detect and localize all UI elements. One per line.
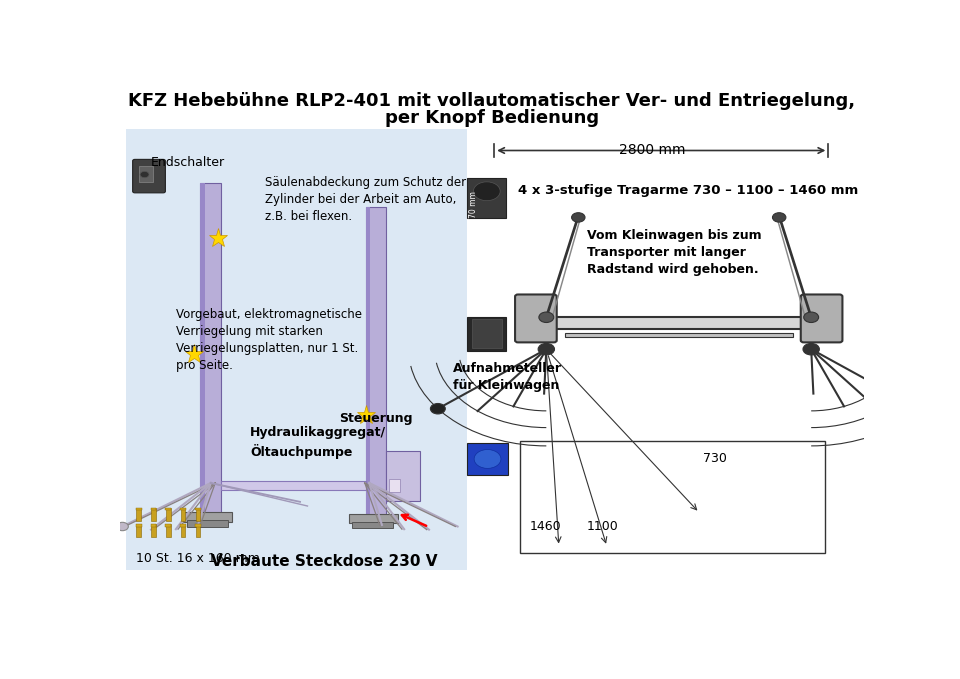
- Bar: [165, 524, 171, 527]
- Bar: [201, 183, 204, 515]
- Bar: [151, 508, 156, 510]
- Bar: [196, 508, 201, 521]
- Bar: [136, 524, 141, 537]
- Circle shape: [804, 312, 819, 323]
- Circle shape: [430, 403, 445, 414]
- Circle shape: [474, 449, 501, 469]
- Bar: [468, 178, 506, 219]
- FancyBboxPatch shape: [132, 160, 165, 193]
- Bar: [196, 524, 201, 537]
- Text: 4 x 3-stufige Tragarme 730 – 1100 – 1460 mm: 4 x 3-stufige Tragarme 730 – 1100 – 1460…: [518, 184, 858, 197]
- Bar: [468, 316, 506, 351]
- Bar: [166, 508, 171, 521]
- Text: Endschalter: Endschalter: [152, 156, 226, 169]
- Text: per Knopf Bedienung: per Knopf Bedienung: [385, 109, 599, 127]
- Circle shape: [473, 182, 500, 201]
- Bar: [472, 319, 502, 348]
- Bar: [195, 524, 201, 527]
- Circle shape: [539, 312, 554, 323]
- Bar: [389, 479, 399, 492]
- Bar: [180, 508, 186, 510]
- Bar: [201, 183, 221, 515]
- Bar: [135, 508, 141, 510]
- Bar: [366, 207, 386, 515]
- Text: 10 St. 16 x 160 mm: 10 St. 16 x 160 mm: [136, 552, 260, 565]
- Text: 1100: 1100: [587, 520, 618, 534]
- FancyBboxPatch shape: [516, 295, 557, 342]
- Bar: [139, 166, 153, 182]
- Bar: [165, 508, 171, 510]
- Bar: [221, 481, 367, 490]
- Bar: [520, 441, 826, 553]
- Text: KFZ Hebebühne RLP2-401 mit vollautomatischer Ver- und Entriegelung,: KFZ Hebebühne RLP2-401 mit vollautomatis…: [129, 92, 855, 111]
- Bar: [181, 524, 185, 537]
- Bar: [349, 514, 397, 524]
- Bar: [352, 521, 393, 528]
- Text: Steuerung: Steuerung: [340, 412, 413, 425]
- Bar: [366, 207, 370, 515]
- FancyBboxPatch shape: [801, 295, 843, 342]
- Bar: [187, 520, 228, 527]
- Bar: [468, 443, 509, 475]
- Text: 1460: 1460: [530, 520, 562, 534]
- Bar: [386, 451, 420, 501]
- Text: Verbaute Steckdose 230 V: Verbaute Steckdose 230 V: [211, 554, 438, 569]
- Bar: [180, 524, 186, 527]
- Bar: [126, 128, 467, 570]
- Bar: [546, 317, 811, 329]
- Circle shape: [912, 403, 927, 414]
- Bar: [152, 508, 156, 521]
- Bar: [183, 512, 231, 521]
- Bar: [151, 524, 156, 527]
- Bar: [136, 508, 141, 521]
- Circle shape: [571, 213, 585, 222]
- Bar: [152, 524, 156, 537]
- Bar: [181, 508, 185, 521]
- Bar: [195, 508, 201, 510]
- Text: 70 mm: 70 mm: [468, 191, 478, 218]
- Circle shape: [539, 344, 555, 355]
- Text: Hydraulikaggregat/
Öltauchpumpe: Hydraulikaggregat/ Öltauchpumpe: [251, 426, 386, 458]
- Text: 730: 730: [703, 452, 727, 466]
- Text: 2800 mm: 2800 mm: [618, 143, 685, 158]
- Bar: [135, 524, 141, 527]
- Text: Säulenabdeckung zum Schutz der
Zylinder bei der Arbeit am Auto,
z.B. bei flexen.: Säulenabdeckung zum Schutz der Zylinder …: [265, 176, 467, 223]
- Circle shape: [140, 171, 149, 178]
- Text: Vorgebaut, elektromagnetische
Verriegelung mit starken
Verriegelungsplatten, nur: Vorgebaut, elektromagnetische Verriegelu…: [176, 308, 362, 372]
- Bar: [564, 333, 793, 337]
- Circle shape: [803, 344, 820, 355]
- Text: Vom Kleinwagen bis zum
Transporter mit langer
Radstand wird gehoben.: Vom Kleinwagen bis zum Transporter mit l…: [588, 229, 762, 276]
- Circle shape: [773, 213, 786, 222]
- Bar: [166, 524, 171, 537]
- Text: Aufnahmeteller
für Kleinwagen: Aufnahmeteller für Kleinwagen: [453, 362, 563, 392]
- Circle shape: [116, 522, 129, 531]
